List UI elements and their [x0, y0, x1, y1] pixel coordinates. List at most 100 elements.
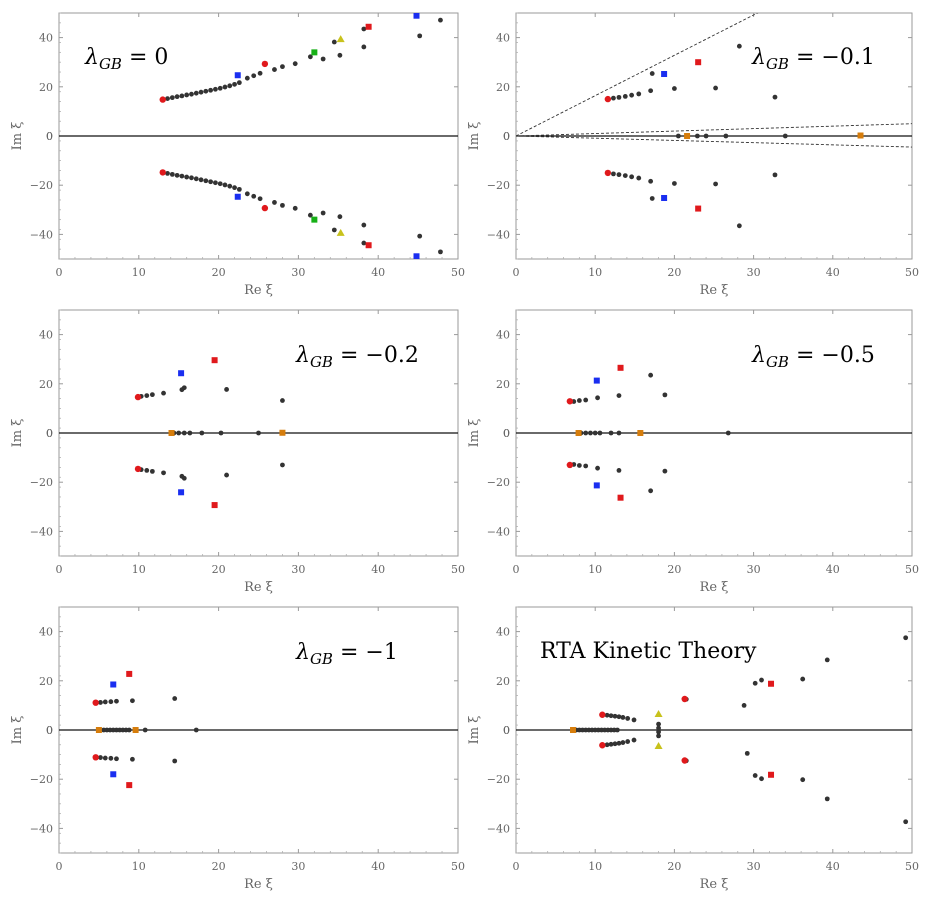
- mode-point: [179, 173, 185, 179]
- x-tick-label: 40: [371, 563, 385, 576]
- mode-point: [222, 182, 228, 188]
- x-axis-label: Re ξ: [244, 877, 273, 892]
- mode-point: [236, 80, 242, 86]
- y-tick-label: 0: [503, 130, 510, 143]
- x-tick-label: 30: [747, 860, 761, 873]
- mode-point: [752, 680, 758, 686]
- mode-point: [130, 756, 135, 762]
- x-tick-label: 40: [826, 860, 840, 873]
- mode-point: [631, 717, 637, 723]
- plot-area: [516, 635, 912, 825]
- mode-point: [759, 776, 764, 782]
- y-tick-label: −40: [487, 525, 510, 538]
- x-tick-label: 30: [747, 563, 761, 576]
- mode-point: [616, 740, 622, 746]
- y-tick-label: 40: [39, 329, 53, 342]
- y-tick-label: 0: [503, 427, 510, 440]
- x-tick-label: 50: [905, 563, 919, 576]
- blue-square-marker: [110, 771, 117, 778]
- mode-point: [903, 819, 909, 825]
- y-tick-label: 40: [496, 329, 510, 342]
- mode-point: [114, 756, 119, 762]
- mode-point: [612, 741, 618, 747]
- mode-point: [102, 699, 108, 705]
- y-tick-label: −20: [30, 773, 53, 786]
- red-mode-point: [604, 169, 612, 177]
- mode-point: [320, 210, 326, 216]
- red-square-marker: [768, 771, 775, 778]
- x-tick-label: 10: [132, 563, 146, 576]
- mode-point: [361, 26, 367, 32]
- mode-point: [198, 177, 204, 183]
- mode-point: [713, 85, 718, 91]
- mode-point: [108, 699, 114, 705]
- x-axis-label: Re ξ: [700, 283, 729, 298]
- red-mode-point: [159, 96, 166, 103]
- mode-point: [213, 180, 218, 186]
- mode-point: [292, 61, 298, 67]
- red-square-marker: [211, 357, 218, 364]
- y-tick-label: 40: [496, 32, 510, 45]
- mode-point: [576, 398, 582, 403]
- mode-point: [169, 171, 175, 177]
- y-tick-label: 0: [46, 427, 53, 440]
- x-tick-label: 20: [667, 860, 681, 873]
- mode-point: [165, 96, 170, 102]
- y-tick-label: −20: [487, 476, 510, 489]
- blue-square-marker: [593, 482, 600, 489]
- red-square-marker: [695, 59, 702, 66]
- red-square-marker: [365, 23, 372, 30]
- mode-point: [169, 95, 175, 101]
- x-tick-label: 0: [513, 563, 520, 576]
- mode-point: [181, 385, 187, 391]
- mode-point: [256, 430, 261, 436]
- blue-square-marker: [178, 370, 185, 377]
- y-tick-label: 20: [496, 675, 510, 688]
- y-tick-label: 0: [503, 427, 510, 440]
- olive-triangle-marker: [654, 741, 663, 749]
- orange-square-marker: [95, 727, 102, 733]
- y-axis-label: Im ξ: [467, 419, 482, 448]
- y-axis-label: Im ξ: [10, 122, 25, 151]
- mode-point: [331, 227, 337, 233]
- panel-title: λGB = −0.2: [295, 343, 419, 371]
- red-square-marker: [211, 502, 218, 509]
- mode-point: [272, 200, 277, 205]
- mode-point: [187, 430, 193, 436]
- mode-point: [198, 89, 204, 95]
- orange-square-marker: [168, 430, 175, 436]
- mode-point: [622, 173, 628, 179]
- blue-square-marker: [110, 681, 117, 688]
- y-axis-label: Im ξ: [10, 716, 25, 745]
- olive-triangle-marker: [336, 228, 345, 236]
- plot-area: [516, 13, 912, 229]
- mode-point: [744, 750, 750, 756]
- y-tick-label: 0: [46, 427, 53, 440]
- blue-square-marker: [413, 13, 420, 19]
- mode-point: [662, 392, 668, 398]
- mode-point: [337, 214, 343, 220]
- x-tick-label: 20: [667, 563, 681, 576]
- mode-point: [592, 430, 598, 436]
- y-tick-label: 0: [46, 724, 53, 737]
- mode-point: [611, 95, 616, 101]
- red-mode-point: [159, 169, 166, 176]
- mode-point: [142, 727, 148, 733]
- red-mode-point: [261, 60, 269, 68]
- mode-point: [725, 430, 731, 436]
- mode-point: [656, 725, 661, 731]
- mode-point: [108, 755, 114, 761]
- y-tick-label: −40: [30, 525, 53, 538]
- green-square-marker: [311, 216, 318, 223]
- y-tick-label: 20: [496, 81, 510, 94]
- red-mode-point: [681, 695, 688, 703]
- blue-square-marker: [661, 194, 668, 201]
- y-tick-label: 40: [496, 626, 510, 639]
- y-axis-label: Im ξ: [10, 419, 25, 448]
- mode-point: [662, 468, 668, 474]
- mode-point: [759, 677, 764, 683]
- mode-point: [604, 742, 610, 748]
- mode-point: [222, 84, 228, 90]
